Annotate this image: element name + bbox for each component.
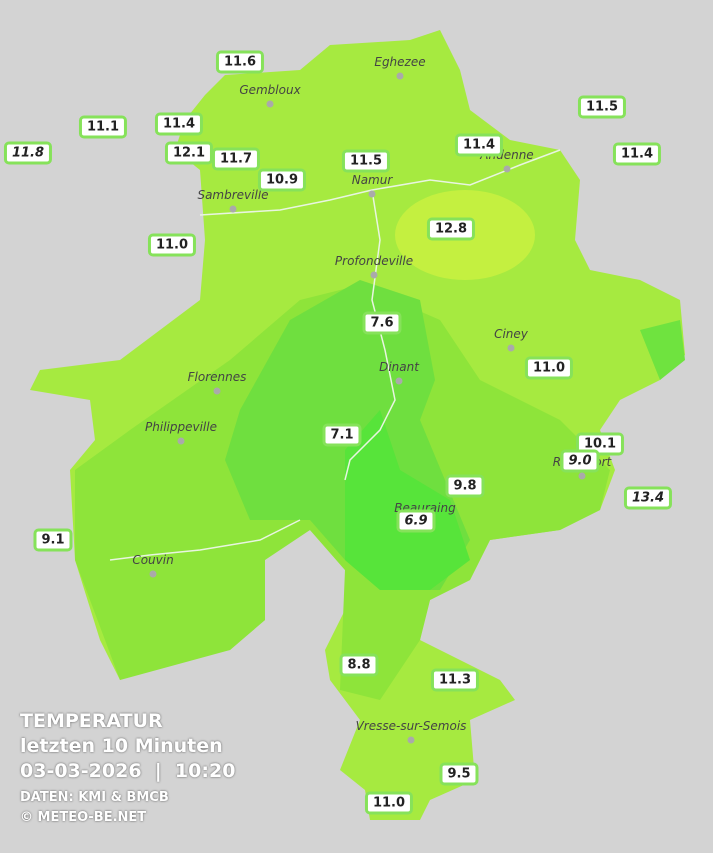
station-value: 9.5 — [439, 762, 479, 786]
station-value: 11.4 — [454, 133, 504, 157]
station-value: 11.0 — [147, 233, 197, 257]
station-value: 11.5 — [577, 95, 627, 119]
legend-datetime: 03-03-2026 | 10:20 — [20, 760, 236, 782]
station-value: 11.5 — [341, 149, 391, 173]
city-label: Couvin — [132, 553, 173, 567]
station-value: 11.0 — [524, 356, 574, 380]
city-label: Gembloux — [239, 83, 301, 97]
zone — [640, 320, 685, 380]
station-value: 10.9 — [257, 168, 307, 192]
station-value: 9.8 — [445, 474, 485, 498]
river — [344, 189, 396, 481]
city-dot — [507, 344, 515, 352]
station-value: 11.8 — [3, 141, 53, 165]
station-value: 11.7 — [211, 147, 261, 171]
city-dot — [370, 271, 378, 279]
city-dot — [407, 736, 415, 744]
station-value: 7.6 — [362, 311, 402, 335]
city-label: Eghezee — [374, 55, 425, 69]
station-value: 9.1 — [33, 528, 73, 552]
city-label: Ciney — [494, 327, 529, 341]
city-dot — [578, 472, 586, 480]
river — [199, 149, 561, 216]
city-dot — [503, 165, 511, 173]
station-value: 6.9 — [396, 509, 436, 533]
station-value: 11.4 — [612, 142, 662, 166]
city-dot — [266, 100, 274, 108]
city-dot — [177, 437, 185, 445]
station-value: 11.0 — [364, 791, 414, 815]
city-dot — [149, 570, 157, 578]
city-dot — [213, 387, 221, 395]
river — [109, 519, 301, 561]
legend-source: DATEN: KMI & BMCB — [20, 790, 169, 805]
city-dot — [229, 205, 237, 213]
city-label: Florennes — [188, 370, 247, 384]
station-value: 9.0 — [560, 449, 600, 473]
station-value: 11.4 — [154, 112, 204, 136]
city-label: Philippeville — [145, 420, 217, 434]
city-dot — [396, 72, 404, 80]
station-value: 11.3 — [430, 668, 480, 692]
station-value: 11.1 — [78, 115, 128, 139]
station-value: 12.8 — [426, 217, 476, 241]
station-value: 12.1 — [164, 141, 214, 165]
city-dot — [368, 190, 376, 198]
legend-title: TEMPERATUR — [20, 710, 163, 732]
city-label: Dinant — [379, 360, 420, 374]
legend-subtitle: letzten 10 Minuten — [20, 735, 223, 757]
station-value: 13.4 — [623, 486, 673, 510]
city-label: Namur — [352, 173, 394, 187]
city-label: Sambreville — [197, 188, 268, 202]
city-label: Profondeville — [335, 254, 413, 268]
legend-copyright: © METEO-BE.NET — [20, 810, 147, 825]
city-dot — [395, 377, 403, 385]
zone — [345, 410, 470, 590]
station-value: 11.6 — [215, 50, 265, 74]
station-value: 7.1 — [322, 423, 362, 447]
city-label: Vresse-sur-Semois — [356, 719, 467, 733]
station-value: 8.8 — [339, 653, 379, 677]
